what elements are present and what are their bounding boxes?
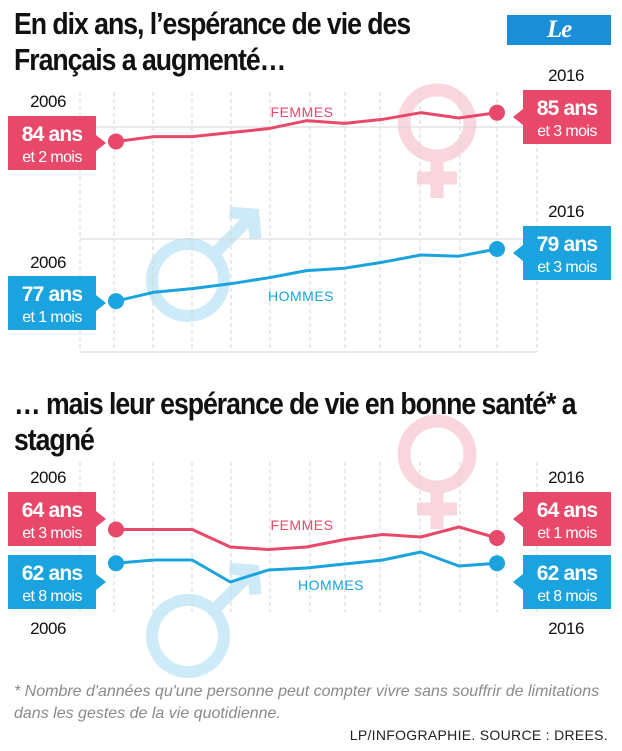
series-line-hommes xyxy=(115,550,498,584)
data-point-end-hommes xyxy=(489,241,505,257)
start-value-hommes-months: et 8 mois xyxy=(22,588,82,605)
year-label-start: 2006 xyxy=(30,92,66,111)
venus-symbol-top xyxy=(397,83,477,198)
mars-symbol-top xyxy=(146,206,262,322)
year-label-end: 2016 xyxy=(548,66,584,85)
start-value-hommes-pointer xyxy=(96,574,106,590)
end-value-hommes-box xyxy=(523,226,611,280)
data-point-start-femmes xyxy=(108,133,124,150)
mars-symbol-top-ring xyxy=(146,238,230,322)
mars-symbol-bottom-arrow xyxy=(228,562,262,596)
mars-symbol-bottom-ring xyxy=(146,594,230,678)
start-value-hommes-months: et 1 mois xyxy=(22,309,82,326)
end-value-hommes-box xyxy=(523,555,611,609)
end-value-femmes-months: et 3 mois xyxy=(537,123,597,140)
data-point-end-femmes xyxy=(489,530,505,546)
start-value-hommes-box xyxy=(8,276,96,330)
start-value-femmes-years: 84 ans xyxy=(22,123,83,146)
chart-panel-2: FEMMES 64 ans et 3 mois 64 ans et 1 mois HOMM… xyxy=(8,462,611,638)
series-line-femmes xyxy=(115,111,498,143)
end-value-femmes-months: et 1 mois xyxy=(537,525,597,542)
start-value-hommes-box xyxy=(8,555,96,609)
start-value-femmes-months: et 2 mois xyxy=(22,149,82,166)
start-value-femmes-pointer xyxy=(96,135,106,151)
year-label-end: 2016 xyxy=(548,468,584,487)
end-value-femmes-pointer xyxy=(513,511,523,527)
start-value-hommes-years: 77 ans xyxy=(22,283,83,306)
end-value-femmes-box xyxy=(523,90,611,144)
end-value-hommes-years: 62 ans xyxy=(537,562,598,585)
end-value-hommes-pointer xyxy=(513,574,523,590)
headline-bottom: … mais leur espérance de vie en bonne sa… xyxy=(14,386,577,457)
start-value-femmes-box xyxy=(8,116,96,170)
start-value-femmes-box xyxy=(8,492,96,546)
end-value-femmes-years: 64 ans xyxy=(537,499,598,522)
data-point-start-hommes xyxy=(108,293,124,310)
start-value-femmes-pointer xyxy=(96,511,106,527)
mars-symbol-top-shaft xyxy=(209,210,258,259)
year-label-start: 2006 xyxy=(30,619,66,638)
data-point-end-femmes xyxy=(489,104,505,121)
venus-symbol-top-ring xyxy=(397,83,477,163)
venus-symbol-bottom xyxy=(397,414,477,529)
start-value-femmes-years: 64 ans xyxy=(22,499,83,522)
data-point-start-hommes xyxy=(108,555,124,572)
credit-source: LP/INFOGRAPHIE. SOURCE : DREES. xyxy=(349,727,608,743)
series-name-hommes: HOMMES xyxy=(298,577,364,593)
series-name-hommes: HOMMES xyxy=(268,288,334,304)
year-label-end: 2016 xyxy=(548,202,584,221)
start-value-hommes-years: 62 ans xyxy=(22,562,83,585)
headline-top: En dix ans, l’espérance de vie des Franç… xyxy=(14,6,411,77)
start-value-femmes-months: et 3 mois xyxy=(22,525,82,542)
start-value-hommes-pointer xyxy=(96,295,106,311)
end-value-hommes-years: 79 ans xyxy=(537,233,598,256)
venus-symbol-bottom-ring xyxy=(397,414,477,494)
mars-symbol-top-arrow xyxy=(228,206,262,240)
end-value-femmes-box xyxy=(523,492,611,546)
year-label-end: 2016 xyxy=(548,619,584,638)
end-value-hommes-pointer xyxy=(513,245,523,261)
data-point-end-hommes xyxy=(489,555,505,572)
series-name-femmes: FEMMES xyxy=(271,517,334,533)
data-point-start-femmes xyxy=(108,521,124,538)
end-value-hommes-months: et 8 mois xyxy=(537,588,597,605)
le-parisien-logo: Le Parisien xyxy=(507,15,611,73)
year-label-start: 2006 xyxy=(30,468,66,487)
series-line-femmes xyxy=(116,525,498,551)
end-value-femmes-years: 85 ans xyxy=(537,97,598,120)
chart-panel-1: FEMMES 84 ans et 2 mois 85 ans et 3 mois HOMM… xyxy=(8,66,611,353)
footnote: * Nombre d'années qu'une personne peut c… xyxy=(14,683,600,722)
series-line-hommes xyxy=(115,247,498,303)
end-value-femmes-pointer xyxy=(513,109,523,125)
year-label-start: 2006 xyxy=(30,253,66,272)
series-name-femmes: FEMMES xyxy=(271,104,334,120)
mars-symbol-bottom xyxy=(146,562,262,678)
end-value-hommes-months: et 3 mois xyxy=(537,259,597,276)
